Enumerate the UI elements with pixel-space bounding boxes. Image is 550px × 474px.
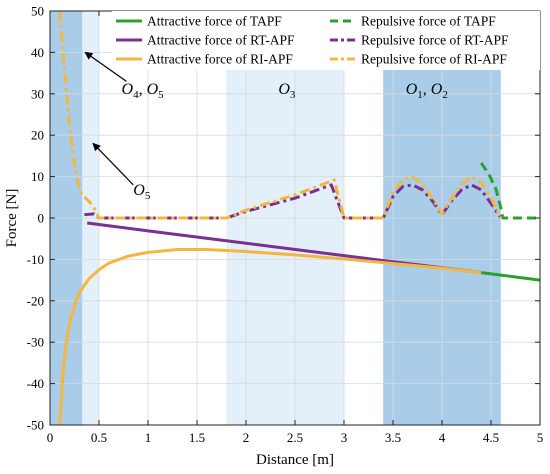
region-label: O5	[133, 182, 151, 202]
y-tick-label: -40	[27, 376, 44, 391]
y-tick-label: 30	[31, 86, 44, 101]
legend: Attractive force of TAPF Repulsive force …	[112, 11, 540, 70]
x-tick-label: 5	[537, 430, 544, 445]
series-line-6	[58, 11, 503, 220]
legend-entry: Attractive force of RT-APF	[147, 33, 295, 48]
x-tick-label: 3	[341, 430, 348, 445]
legend-entry: Attractive force of TAPF	[147, 14, 282, 29]
x-tick-label: 2	[243, 430, 250, 445]
region-label: O1, O2	[406, 81, 448, 101]
legend-entry: Repulsive force of RI-APF	[361, 52, 507, 67]
y-tick-label: -50	[27, 418, 44, 433]
x-tick-label: 0.5	[91, 430, 107, 445]
series-line-3	[58, 247, 482, 425]
legend-entry: Repulsive force of RT-APF	[361, 33, 509, 48]
annotations: O4, O5 O5 O3 O1, O2	[84, 51, 448, 202]
axes: 0 0.5 1 1.5 2 2.5 3 3.5 4 4.5 5 -50 -40 -30 -20 -10 0 10 2…	[27, 4, 544, 446]
y-tick-label: 20	[31, 128, 44, 143]
x-axis-label: Distance [m]	[256, 452, 334, 468]
annotation-arrow	[84, 51, 127, 82]
x-tick-label: 2.5	[287, 430, 303, 445]
y-tick-label: -10	[27, 252, 44, 267]
x-tick-label: 1	[145, 430, 152, 445]
x-tick-label: 3.5	[385, 430, 401, 445]
legend-entry: Attractive force of RI-APF	[147, 52, 293, 67]
series-lines	[58, 11, 540, 425]
series-line-1	[481, 271, 540, 282]
x-tick-label: 4.5	[483, 430, 499, 445]
region-label: O3	[278, 81, 296, 101]
x-tick-label: 4	[439, 430, 446, 445]
annotation-arrow	[92, 142, 134, 186]
x-tick-label: 0	[47, 430, 54, 445]
x-tick-label: 1.5	[189, 430, 205, 445]
y-tick-label: -20	[27, 293, 44, 308]
legend-box	[112, 11, 540, 70]
region-label: O4, O5	[122, 81, 165, 101]
y-tick-label: 50	[31, 4, 44, 19]
y-tick-label: 40	[31, 45, 44, 60]
y-tick-label: 10	[31, 169, 44, 184]
y-tick-label: 0	[38, 211, 45, 226]
y-axis-label: Force [N]	[4, 189, 20, 248]
y-tick-label: -30	[27, 335, 44, 350]
legend-entry: Repulsive force of TAPF	[361, 14, 496, 29]
